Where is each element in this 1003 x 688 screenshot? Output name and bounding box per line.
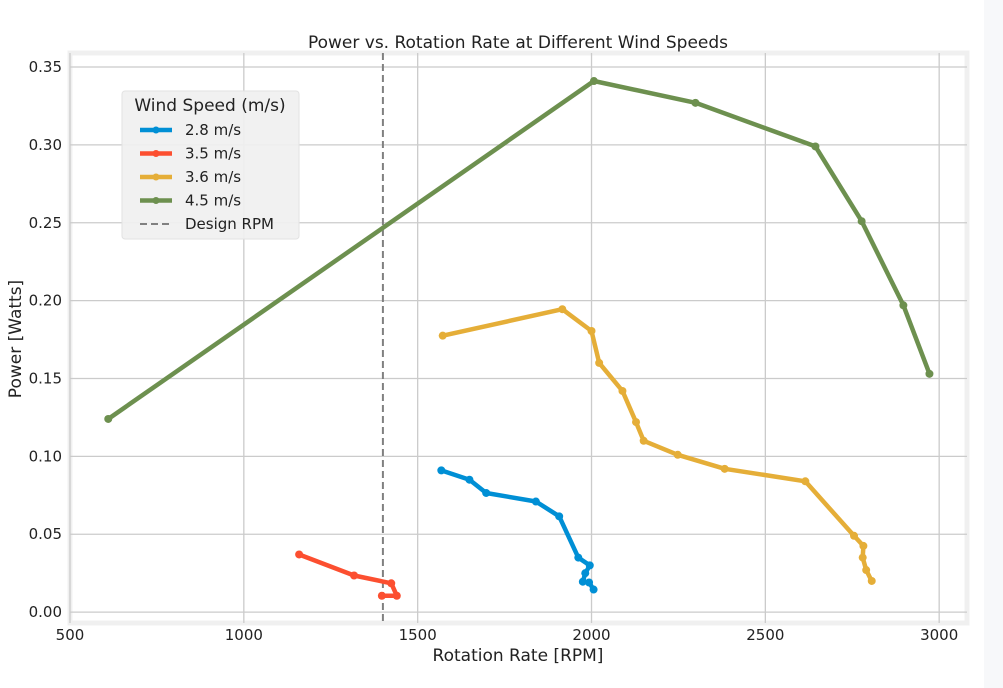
data-point [632, 418, 641, 427]
y-tick-label: 0.10 [29, 447, 62, 465]
data-point [437, 466, 446, 475]
legend-label: Design RPM [185, 215, 274, 233]
chart-title: Power vs. Rotation Rate at Different Win… [308, 33, 728, 53]
data-point [867, 576, 876, 585]
data-point [574, 553, 583, 562]
data-point [377, 591, 386, 600]
data-point [857, 217, 866, 226]
y-axis-label: Power [Watts] [6, 280, 26, 398]
data-point [387, 579, 396, 588]
data-point [555, 512, 564, 521]
data-point [811, 142, 820, 151]
data-point [531, 497, 540, 506]
data-point [899, 301, 908, 310]
series-3-6-m-s [438, 305, 876, 585]
legend-title: Wind Speed (m/s) [134, 96, 285, 116]
legend-marker [152, 126, 160, 134]
legend-entry: Design RPM [140, 215, 274, 233]
data-point [850, 531, 859, 540]
x-tick-label: 500 [56, 626, 85, 644]
data-point [438, 331, 447, 340]
data-point [589, 585, 598, 594]
data-point [925, 369, 934, 378]
data-point [578, 577, 587, 586]
x-tick-label: 3000 [920, 626, 958, 644]
data-point [585, 561, 594, 570]
legend-label: 3.6 m/s [185, 168, 241, 186]
data-point [618, 386, 627, 395]
legend-entry: 3.5 m/s [140, 145, 241, 163]
data-point [581, 569, 590, 578]
data-point [587, 326, 596, 335]
data-point [295, 550, 304, 559]
data-point [862, 566, 871, 575]
series-2-8-m-s [437, 466, 598, 594]
legend-marker [152, 197, 160, 204]
y-tick-label: 0.15 [29, 369, 62, 387]
series-layer [104, 77, 934, 600]
data-point [482, 488, 491, 497]
legend-entry: 2.8 m/s [140, 121, 241, 139]
legend-label: 4.5 m/s [185, 192, 241, 210]
data-point [639, 436, 648, 445]
data-point [350, 571, 359, 580]
data-point [859, 541, 868, 550]
x-tick-label: 1500 [399, 626, 437, 644]
data-point [691, 98, 700, 107]
y-tick-label: 0.35 [29, 58, 62, 76]
x-tick-label: 1000 [225, 626, 263, 644]
y-tick-labels: 0.00 0.05 0.10 0.15 0.20 0.25 0.30 0.35 [29, 58, 62, 621]
x-axis-label: Rotation Rate [RPM] [433, 646, 604, 666]
data-point [585, 578, 594, 587]
data-point [589, 77, 598, 86]
y-tick-label: 0.30 [29, 136, 62, 154]
y-tick-label: 0.25 [29, 214, 62, 232]
data-point [801, 477, 810, 486]
data-point [595, 358, 604, 367]
window-edge-strip [984, 0, 1003, 688]
data-point [858, 553, 867, 562]
legend-marker [152, 173, 160, 181]
legend-entry: 3.6 m/s [140, 168, 241, 186]
x-tick-labels: 500 1000 1500 2000 2500 3000 [56, 626, 959, 644]
data-point [558, 305, 567, 314]
legend-label: 3.5 m/s [185, 145, 241, 163]
series-4-5-m-s [104, 77, 934, 423]
legend-marker [152, 150, 160, 157]
data-point [392, 591, 401, 600]
legend-entry: 4.5 m/s [140, 192, 241, 210]
x-tick-label: 2000 [572, 626, 610, 644]
data-point [465, 475, 474, 484]
y-tick-label: 0.00 [29, 603, 62, 621]
data-point [673, 450, 682, 459]
y-tick-label: 0.20 [29, 292, 62, 310]
x-tick-label: 2500 [746, 626, 784, 644]
data-point [104, 414, 113, 423]
legend-label: 2.8 m/s [185, 121, 241, 139]
y-tick-label: 0.05 [29, 525, 62, 543]
series-3-5-m-s [295, 550, 401, 600]
data-point [720, 464, 729, 473]
legend: Wind Speed (m/s) 2.8 m/s 3.5 m/s 3.6 m/s 4.… [121, 90, 300, 240]
